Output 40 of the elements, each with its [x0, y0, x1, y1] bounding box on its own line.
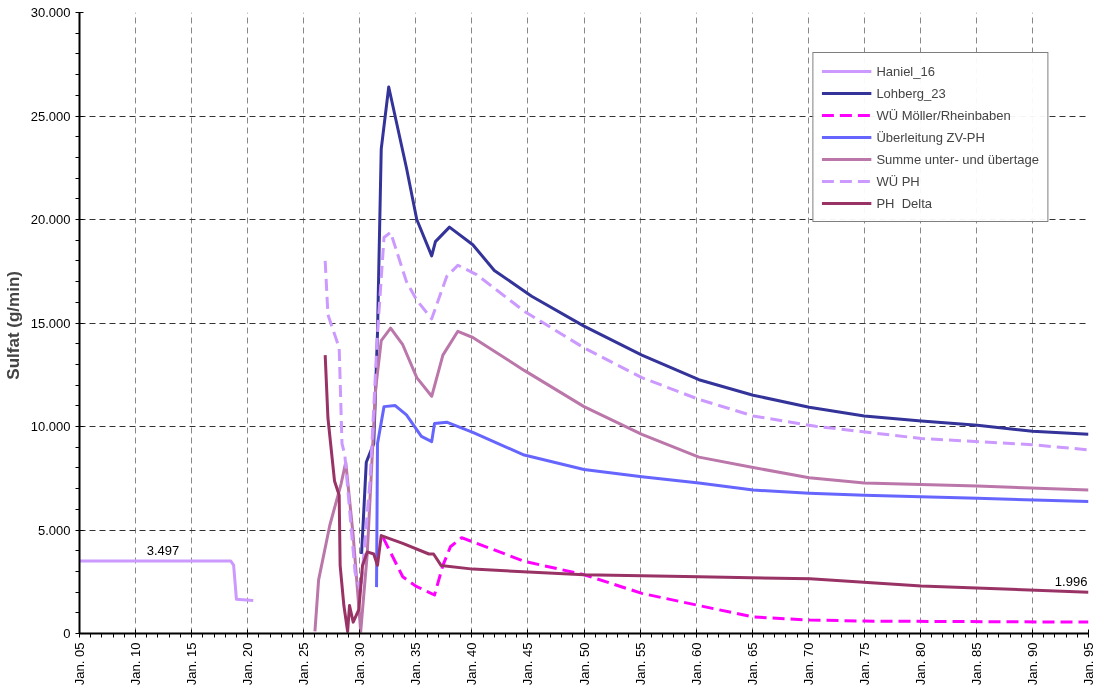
x-tick-label: Jan. 25	[296, 642, 312, 686]
legend-label: Lohberg_23	[876, 85, 946, 101]
line-series	[360, 85, 1089, 556]
y-tick-label: 15.000	[30, 315, 71, 331]
x-tick-label: Jan. 75	[856, 642, 872, 686]
line-series	[79, 559, 255, 602]
x-tick-label: Jan. 50	[576, 642, 592, 686]
x-tick-label: Jan. 95	[1081, 642, 1096, 686]
y-tick-label: 25.000	[30, 108, 71, 124]
x-tick-label: Jan. 65	[744, 642, 760, 686]
x-tick-label: Jan. 30	[352, 642, 368, 686]
legend-label: Summe unter- und übertage	[876, 151, 1039, 167]
x-tick-label: Jan. 60	[688, 642, 704, 686]
x-tick-label: Jan. 90	[1024, 642, 1040, 686]
x-tick-label: Jan. 80	[912, 642, 928, 686]
legend-label: WÜ Möller/Rheinbaben	[876, 107, 1011, 123]
y-axis-title: Sulfat (g/min)	[3, 271, 23, 380]
y-tick-label: 30.000	[30, 5, 71, 20]
legend-label: Überleitung ZV-PH	[876, 129, 985, 145]
annotation: 3.497	[146, 543, 180, 559]
y-tick-label: 20.000	[30, 212, 71, 227]
line-series	[375, 404, 1089, 589]
x-tick-label: Jan. 10	[128, 642, 144, 686]
y-tick-label: 10.000	[30, 419, 71, 434]
x-tick-label: Jan. 55	[632, 642, 648, 686]
x-tick-label: Jan. 45	[520, 642, 536, 686]
line-series	[381, 536, 1089, 624]
legend-label: Haniel_16	[876, 63, 935, 79]
x-tick-label: Jan. 40	[464, 642, 480, 686]
x-tick-label: Jan. 70	[800, 642, 816, 686]
x-tick-label: Jan. 85	[968, 642, 984, 686]
x-tick-label: Jan. 05	[72, 642, 87, 686]
x-tick-label: Jan. 20	[240, 642, 256, 686]
y-tick-label: 0	[63, 626, 71, 641]
annotation: 1.996	[1054, 574, 1088, 590]
y-tick-label: 5.000	[37, 522, 71, 538]
x-tick-label: Jan. 15	[184, 642, 200, 686]
x-tick-label: Jan. 35	[408, 642, 424, 686]
legend-label: WÜ PH	[876, 173, 920, 189]
legend-label: PH Delta	[876, 195, 933, 211]
